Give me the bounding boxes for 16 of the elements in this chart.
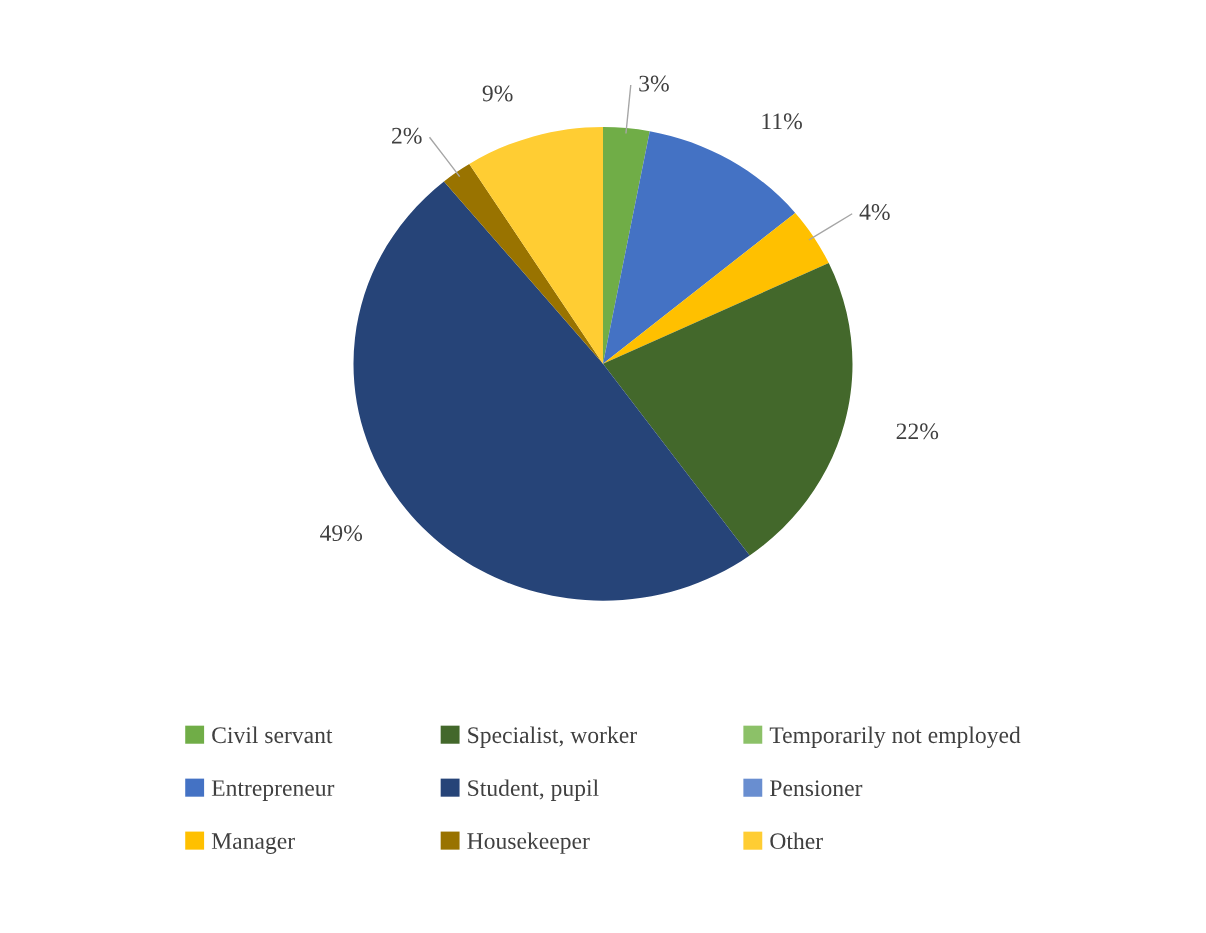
- legend-label: Temporarily not employed: [769, 726, 1021, 748]
- legend-label: Pensioner: [770, 780, 863, 797]
- legend-label: Other: [770, 832, 823, 850]
- data-label: 22%: [896, 423, 939, 440]
- legend-label: Specialist, worker: [468, 726, 637, 748]
- data-label: 3%: [639, 75, 669, 92]
- data-label: 11%: [762, 113, 802, 130]
- data-label: 2%: [392, 127, 422, 144]
- legend-label: Student, pupil: [468, 779, 599, 801]
- legend-label: Manager: [211, 833, 295, 854]
- data-label: 49%: [320, 525, 363, 542]
- legend-label: Entrepreneur: [211, 780, 335, 801]
- legend-label: Housekeeper: [467, 832, 590, 854]
- data-label: 4%: [859, 204, 890, 221]
- data-label: 9%: [482, 85, 513, 102]
- legend-label: Civil servant: [212, 726, 333, 744]
